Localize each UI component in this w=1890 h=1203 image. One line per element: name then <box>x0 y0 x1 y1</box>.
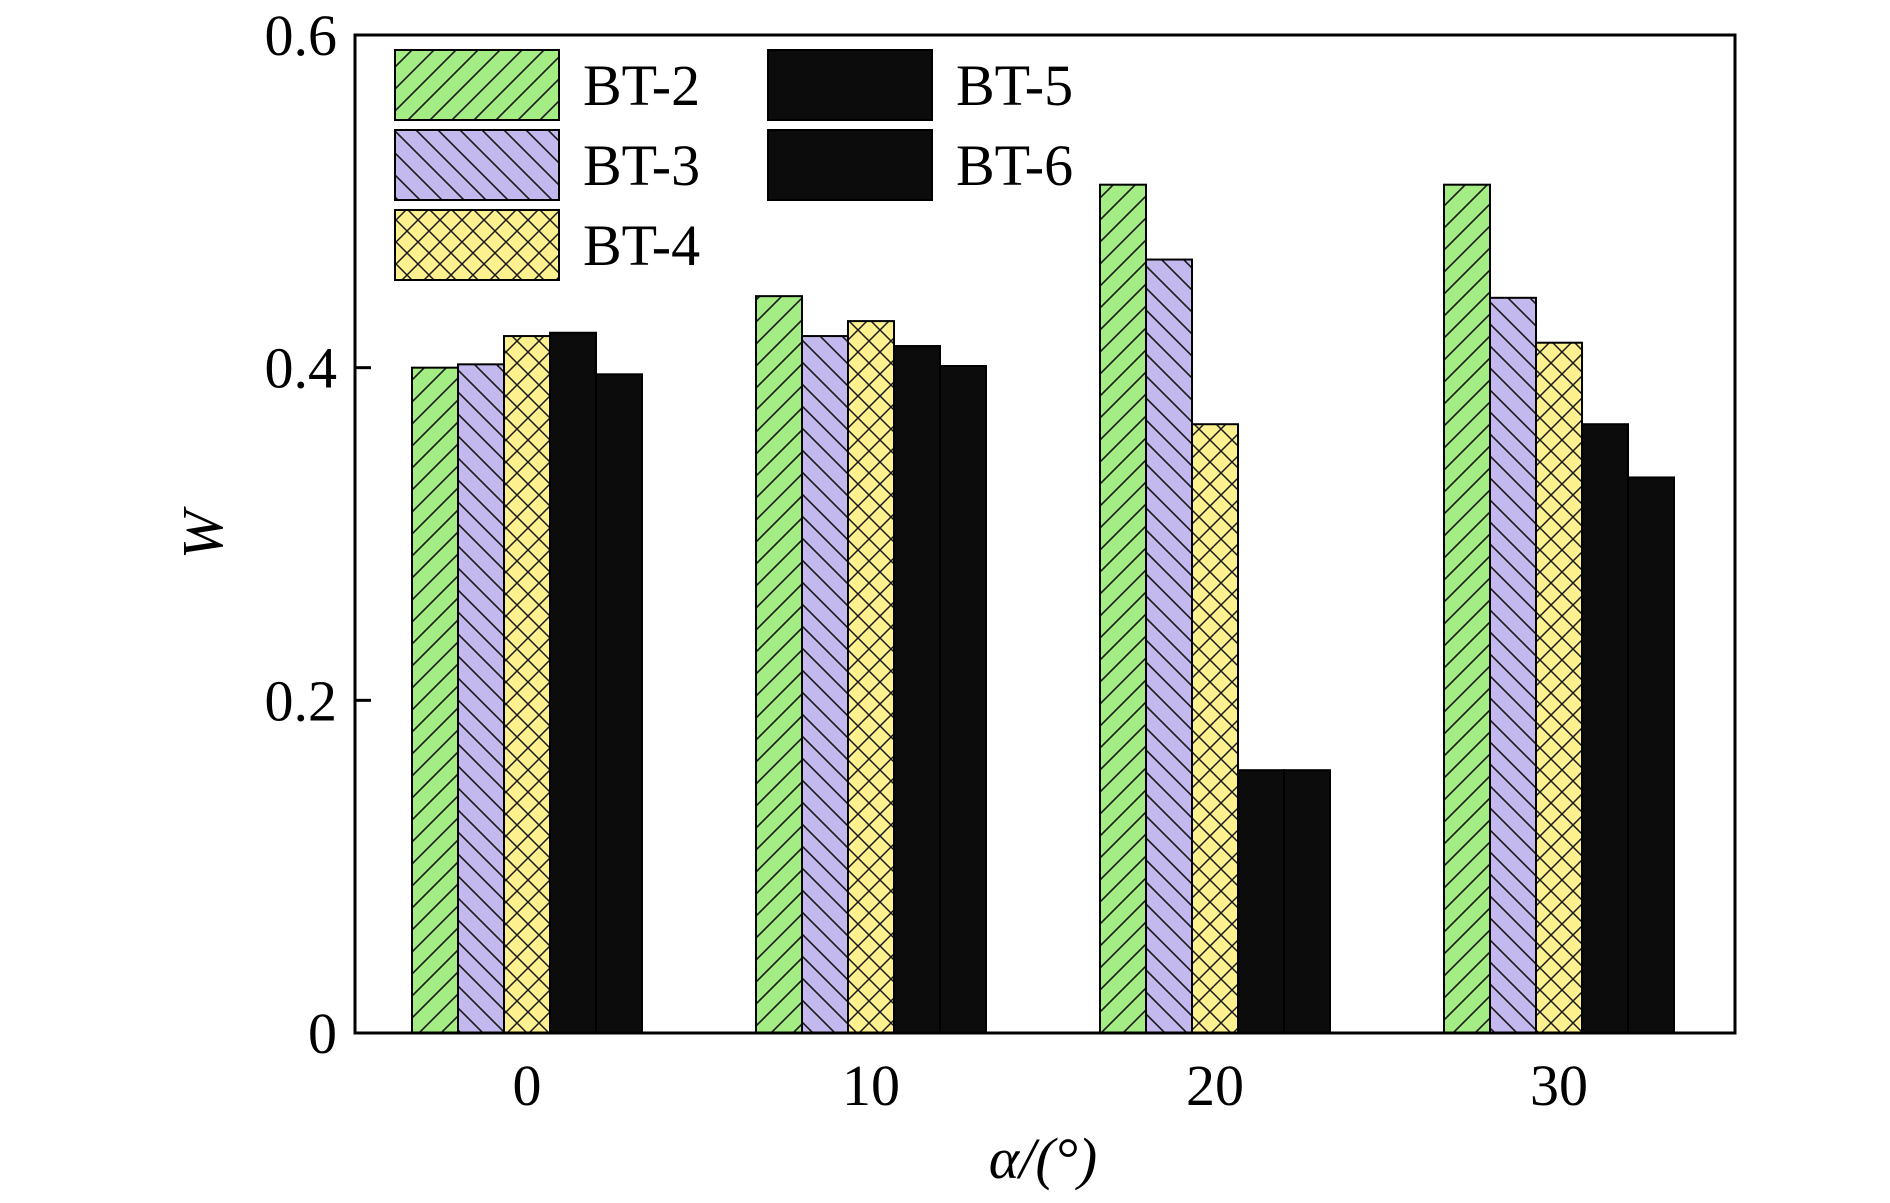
y-tick-label: 0.4 <box>265 336 338 401</box>
x-axis-label: α/(°) <box>989 1126 1097 1191</box>
bar-bt-4-30 <box>1535 341 1583 1034</box>
x-tick-label: 30 <box>1530 1053 1588 1118</box>
y-axis-label: W <box>170 506 235 559</box>
axes: 0 0.2 0.4 0.6 0 10 20 30 <box>265 3 1737 1118</box>
bar-bt-6-20 <box>1283 769 1331 1035</box>
bar-bt-4-10 <box>847 320 895 1034</box>
x-tick-label: 20 <box>1186 1053 1244 1118</box>
bar-bt-5-20 <box>1237 769 1285 1035</box>
x-tick-label: 0 <box>513 1053 542 1118</box>
plot-frame <box>353 33 1737 1035</box>
legend-label-bt-2: BT-2 <box>583 53 700 118</box>
y-tick-label: 0.6 <box>265 3 338 68</box>
legend-swatch-bt-5 <box>767 49 933 121</box>
y-tick-label: 0 <box>308 1001 337 1066</box>
bar-bt-3-30 <box>1489 296 1537 1035</box>
bar-bt-4-0 <box>503 335 551 1034</box>
bar-bt-3-0 <box>457 363 505 1034</box>
legend-swatch-bt-4 <box>394 209 560 281</box>
legend-label-bt-6: BT-6 <box>956 133 1073 198</box>
bar-bt-5-0 <box>549 331 597 1034</box>
legend-swatch-bt-3 <box>394 129 560 201</box>
legend-swatch-bt-2 <box>394 49 560 121</box>
bar-bt-5-10 <box>893 345 941 1034</box>
bar-bt-6-10 <box>939 365 987 1034</box>
bar-bt-6-30 <box>1627 476 1675 1034</box>
legend-label-bt-4: BT-4 <box>583 213 700 278</box>
bar-bt-6-0 <box>595 373 643 1034</box>
bar-bt-2-0 <box>411 366 459 1034</box>
bars-layer <box>411 183 1675 1035</box>
bar-bt-4-20 <box>1191 423 1239 1035</box>
bar-bt-2-30 <box>1443 183 1491 1034</box>
bar-bt-3-10 <box>801 335 849 1034</box>
legend-label-bt-3: BT-3 <box>583 133 700 198</box>
legend-label-bt-5: BT-5 <box>956 53 1073 118</box>
legend: BT-2 BT-3 BT-4 BT-5 BT-6 <box>394 49 1073 281</box>
bar-bt-3-20 <box>1145 258 1193 1034</box>
bar-bt-5-30 <box>1581 423 1629 1035</box>
legend-swatch-bt-6 <box>767 129 933 201</box>
y-tick-label: 0.2 <box>265 668 338 733</box>
bar-bt-2-20 <box>1099 183 1147 1034</box>
x-tick-label: 10 <box>842 1053 900 1118</box>
bar-bt-2-10 <box>755 295 803 1035</box>
